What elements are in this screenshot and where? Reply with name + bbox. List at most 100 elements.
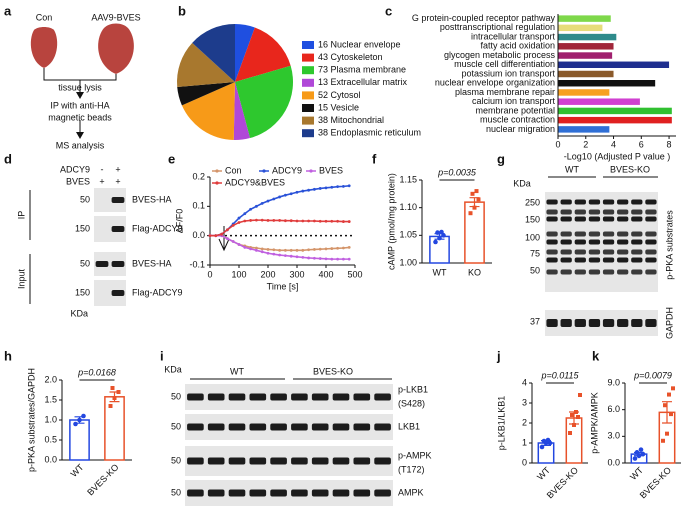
bar — [558, 15, 611, 22]
series-point — [330, 247, 334, 250]
panel-label: f — [372, 151, 377, 166]
series-point — [220, 232, 224, 236]
series-point — [295, 255, 299, 259]
x-tick-label: 8 — [667, 139, 672, 149]
bar — [558, 126, 610, 133]
heart — [30, 27, 58, 68]
marker-label: 50 — [171, 455, 181, 465]
band — [560, 216, 572, 222]
x-tick-label: KO — [468, 267, 481, 277]
bar — [464, 201, 485, 264]
band — [602, 319, 615, 327]
band — [560, 257, 572, 263]
data-point — [73, 421, 78, 427]
condition-sign: + — [115, 164, 120, 174]
data-point — [574, 410, 578, 414]
band — [631, 249, 643, 255]
band — [560, 269, 572, 275]
pie-slice — [177, 82, 235, 106]
band — [546, 209, 558, 215]
series-point — [278, 253, 281, 257]
legend-swatch — [302, 129, 314, 138]
series-point — [313, 256, 316, 260]
legend-label: ADCY9 — [272, 165, 302, 175]
data-point — [441, 233, 446, 238]
series-point — [324, 257, 328, 261]
series-point — [266, 248, 270, 251]
panel-label: g — [497, 151, 505, 166]
series-point — [226, 237, 229, 241]
legend-swatch — [302, 78, 314, 87]
band-label: (T172) — [398, 464, 425, 474]
condition-sign: + — [115, 176, 120, 186]
band — [602, 216, 615, 222]
band — [588, 319, 601, 327]
legend-swatch — [302, 66, 314, 75]
panel-label: b — [178, 3, 186, 18]
series-point — [272, 197, 276, 201]
category-label: glycogen metabolic process — [444, 50, 556, 60]
series-point — [260, 250, 264, 254]
pie-slice — [235, 27, 291, 83]
data-point — [435, 230, 440, 235]
series-point — [255, 246, 258, 250]
series-point — [266, 251, 270, 255]
series-point — [284, 254, 287, 258]
series-point — [330, 185, 334, 189]
series-point — [301, 219, 305, 223]
data-point — [539, 444, 545, 450]
marker-label: 50 — [171, 391, 181, 401]
x-tick-label: WT — [628, 465, 645, 482]
x-tick-label: 6 — [639, 139, 644, 149]
series-point — [301, 189, 305, 193]
band — [249, 457, 267, 465]
marker-label: 150 — [75, 223, 90, 233]
y-tick-label: 0.1 — [192, 201, 205, 211]
x-tick-label: WT — [69, 462, 86, 479]
band — [111, 261, 125, 267]
bar — [558, 89, 610, 96]
band — [374, 489, 391, 497]
bar — [558, 107, 672, 115]
legend-marker — [262, 169, 266, 173]
x-tick-label: 2 — [583, 139, 588, 149]
band — [588, 257, 601, 263]
band — [602, 269, 615, 275]
y-tick-label: 1.05 — [399, 230, 417, 240]
series-point — [284, 248, 287, 252]
y-tick-label: 0 — [522, 457, 527, 467]
band — [560, 209, 572, 215]
band — [207, 457, 225, 465]
band — [617, 319, 629, 327]
series-point — [347, 246, 351, 249]
unit-label: KDa — [513, 178, 531, 188]
series-point — [284, 193, 287, 197]
x-axis-label: Time [s] — [267, 281, 299, 291]
data-point — [470, 191, 475, 196]
series-point — [278, 195, 281, 199]
y-axis-label: p-PKA substrates/GAPDH — [26, 368, 36, 472]
band — [111, 290, 125, 296]
band-label: BVES-HA — [132, 258, 172, 268]
group-label: Con — [36, 12, 53, 22]
band — [270, 457, 287, 465]
band — [631, 269, 643, 275]
data-point — [112, 396, 117, 400]
band — [270, 489, 287, 497]
series-point — [284, 219, 287, 223]
series-point — [289, 248, 293, 252]
band — [645, 269, 657, 275]
series-point — [342, 184, 345, 188]
x-tick-label: 0 — [555, 139, 560, 149]
y-tick-label: 1.5 — [44, 394, 57, 404]
band — [645, 319, 657, 327]
band-label: BVES-HA — [132, 194, 172, 204]
group-label: WT — [230, 366, 244, 376]
y-tick-label: -0.1 — [189, 259, 205, 269]
band — [546, 216, 558, 222]
y-tick-label: 0.0 — [44, 454, 57, 464]
band — [645, 249, 657, 255]
annotation: p=0.0079 — [633, 370, 672, 380]
series-point — [255, 204, 258, 208]
unit-label: KDa — [164, 364, 182, 374]
